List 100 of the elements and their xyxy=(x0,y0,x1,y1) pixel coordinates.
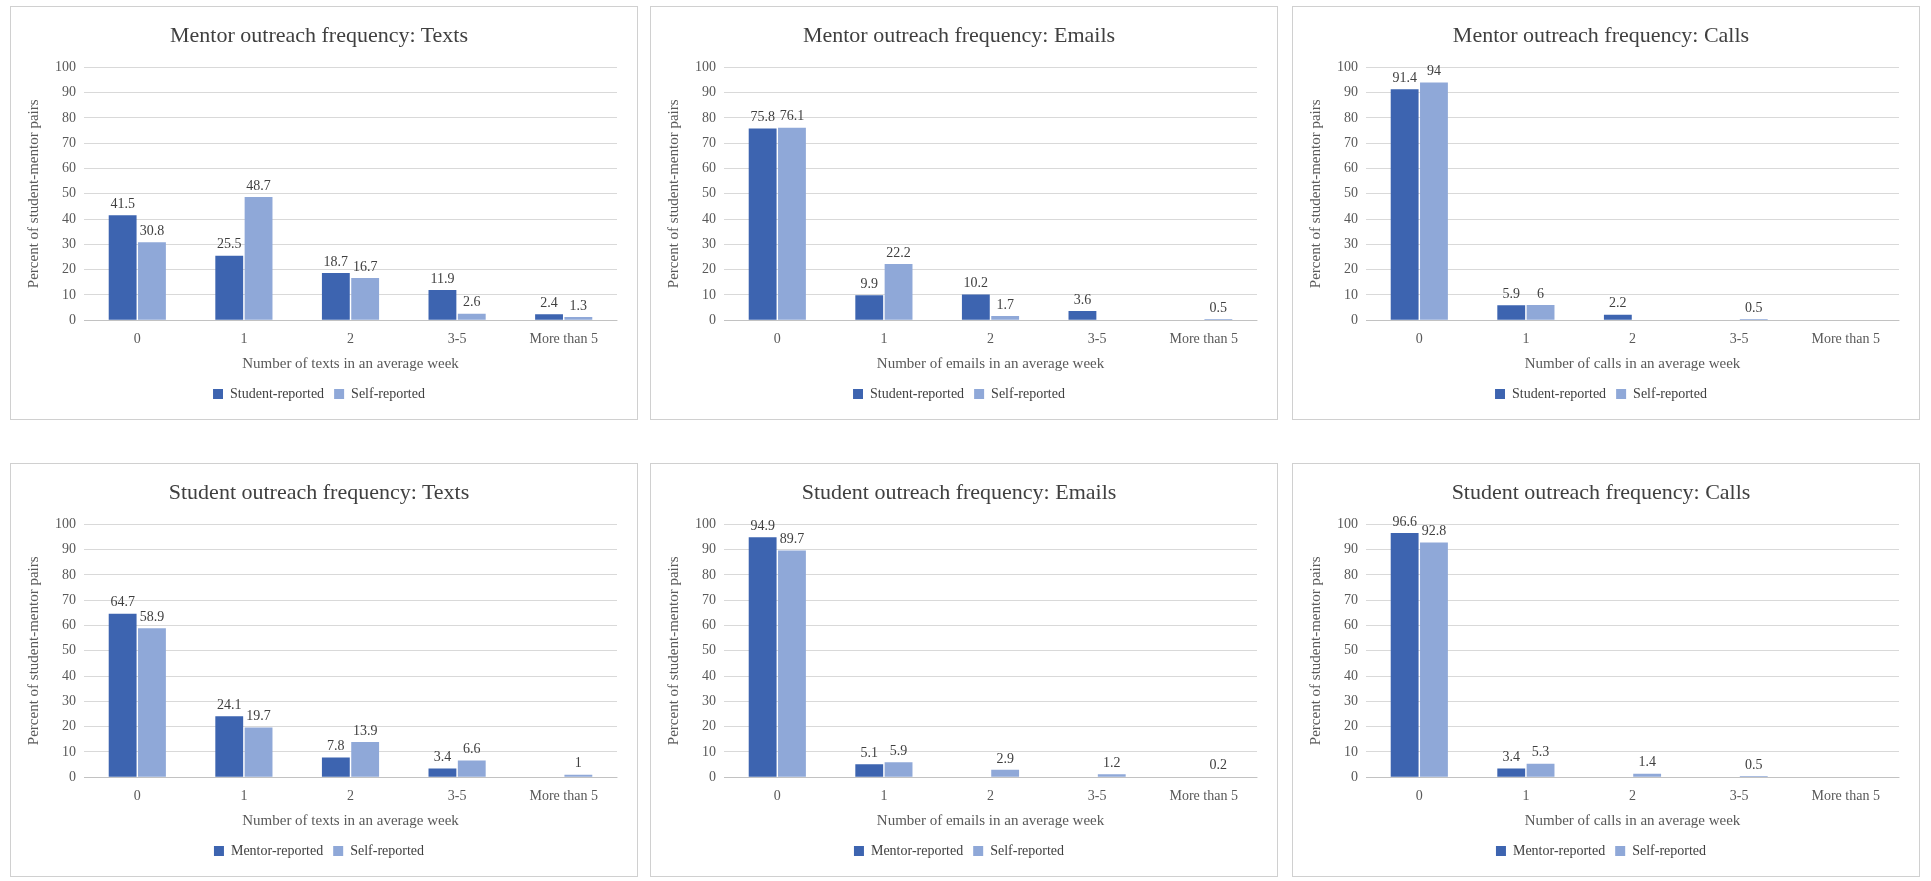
x-tick-label: 3-5 xyxy=(1729,331,1749,347)
bar xyxy=(884,762,913,777)
bar xyxy=(564,774,593,777)
x-tick-label: 1 xyxy=(880,331,888,347)
data-label: 9.9 xyxy=(860,275,878,291)
y-tick-label: 80 xyxy=(702,109,716,125)
legend-label: Mentor-reported xyxy=(870,842,964,858)
x-tick-label: 0 xyxy=(773,788,781,804)
data-label: 64.7 xyxy=(110,594,135,610)
x-axis-title: Number of emails in an average week xyxy=(876,354,1105,371)
chart-title: Student outreach frequency: Emails xyxy=(801,478,1117,504)
bar xyxy=(748,128,777,320)
data-label: 10.2 xyxy=(963,275,989,291)
y-tick-label: 30 xyxy=(702,693,716,709)
data-label: 30.8 xyxy=(139,223,165,239)
x-tick-label: More than 5 xyxy=(1169,331,1238,347)
y-tick-label: 10 xyxy=(1344,286,1358,302)
bar xyxy=(457,313,486,320)
data-label: 1.4 xyxy=(1638,754,1656,770)
bar xyxy=(778,550,806,777)
y-tick-label: 40 xyxy=(702,210,716,226)
y-tick-label: 60 xyxy=(1344,160,1358,176)
data-label: 1.2 xyxy=(1103,754,1121,770)
legend-label: Self-reported xyxy=(1632,842,1707,858)
legend-label: Student-reported xyxy=(1512,385,1607,401)
data-label: 19.7 xyxy=(246,708,271,724)
data-label: 6.6 xyxy=(463,741,481,757)
y-tick-label: 80 xyxy=(62,566,76,582)
bar xyxy=(748,537,777,777)
x-tick-label: 1 xyxy=(1522,331,1530,347)
y-tick-label: 90 xyxy=(62,84,76,100)
data-label: 2.2 xyxy=(1609,295,1627,311)
bar xyxy=(108,613,137,777)
chart-title: Mentor outreach frequency: Texts xyxy=(170,21,468,47)
y-tick-label: 40 xyxy=(702,667,716,683)
data-label: 24.1 xyxy=(216,696,242,712)
y-tick-label: 0 xyxy=(709,311,716,327)
legend-label: Self-reported xyxy=(1633,385,1707,401)
y-tick-label: 90 xyxy=(702,541,716,557)
x-tick-label: 2 xyxy=(1629,788,1636,804)
bar xyxy=(321,757,350,777)
x-axis-title: Number of texts in an average week xyxy=(242,811,460,828)
y-tick-label: 90 xyxy=(1344,84,1358,100)
bar xyxy=(1097,774,1126,777)
x-tick-label: 3-5 xyxy=(1087,788,1107,804)
y-tick-label: 80 xyxy=(702,566,716,582)
x-tick-label: 0 xyxy=(1415,331,1423,347)
bar xyxy=(457,760,486,777)
chart-title: Student outreach frequency: Texts xyxy=(168,478,470,504)
y-tick-label: 100 xyxy=(695,516,716,532)
bar xyxy=(855,764,884,777)
bar xyxy=(351,277,380,320)
bar xyxy=(1390,89,1419,320)
legend-label: Self-reported xyxy=(350,842,425,858)
legend-label: Mentor-reported xyxy=(1512,842,1606,858)
y-tick-label: 20 xyxy=(62,261,76,277)
data-label: 91.4 xyxy=(1392,69,1417,85)
y-tick-label: 50 xyxy=(62,642,76,658)
y-tick-label: 0 xyxy=(69,768,76,784)
y-axis-title: Percent of student-mentor pairs xyxy=(24,556,41,746)
x-tick-label: 0 xyxy=(133,331,141,347)
y-tick-label: 10 xyxy=(702,743,716,759)
data-label: 5.3 xyxy=(1531,744,1550,760)
y-tick-label: 0 xyxy=(69,311,76,327)
bar xyxy=(1068,311,1097,320)
y-tick-label: 60 xyxy=(702,160,716,176)
x-axis-title: Number of calls in an average week xyxy=(1524,811,1741,828)
data-label: 5.1 xyxy=(860,744,878,760)
x-axis-title: Number of calls in an average week xyxy=(1524,354,1741,371)
y-tick-label: 20 xyxy=(1344,718,1358,734)
bar xyxy=(535,314,563,320)
data-label: 2.6 xyxy=(463,294,481,310)
data-label: 7.8 xyxy=(327,738,345,754)
legend-label: Student-reported xyxy=(870,385,965,401)
x-tick-label: 1 xyxy=(240,331,248,347)
x-tick-label: More than 5 xyxy=(1169,788,1238,804)
data-label: 75.8 xyxy=(750,109,775,125)
bar xyxy=(1603,314,1632,320)
y-tick-label: 40 xyxy=(62,667,76,683)
x-tick-label: More than 5 xyxy=(529,788,598,804)
bar xyxy=(855,295,884,320)
y-tick-label: 30 xyxy=(62,236,76,252)
data-label: 2.9 xyxy=(996,750,1014,766)
data-label: 3.6 xyxy=(1073,291,1092,307)
bar xyxy=(1420,542,1448,777)
x-tick-label: 2 xyxy=(987,331,994,347)
bar xyxy=(1633,773,1662,777)
x-tick-label: 2 xyxy=(987,788,994,804)
chart-title: Mentor outreach frequency: Emails xyxy=(802,21,1116,47)
y-tick-label: 20 xyxy=(702,261,716,277)
y-tick-label: 50 xyxy=(1344,642,1358,658)
x-tick-label: 0 xyxy=(1415,788,1423,804)
legend-label: Mentor-reported xyxy=(230,842,324,858)
x-tick-label: 1 xyxy=(1522,788,1530,804)
y-tick-label: 60 xyxy=(62,160,76,176)
x-tick-label: 3-5 xyxy=(1087,331,1107,347)
data-label: 18.7 xyxy=(323,253,349,269)
y-tick-label: 10 xyxy=(62,286,76,302)
bar xyxy=(321,272,350,320)
y-tick-label: 10 xyxy=(1344,743,1358,759)
